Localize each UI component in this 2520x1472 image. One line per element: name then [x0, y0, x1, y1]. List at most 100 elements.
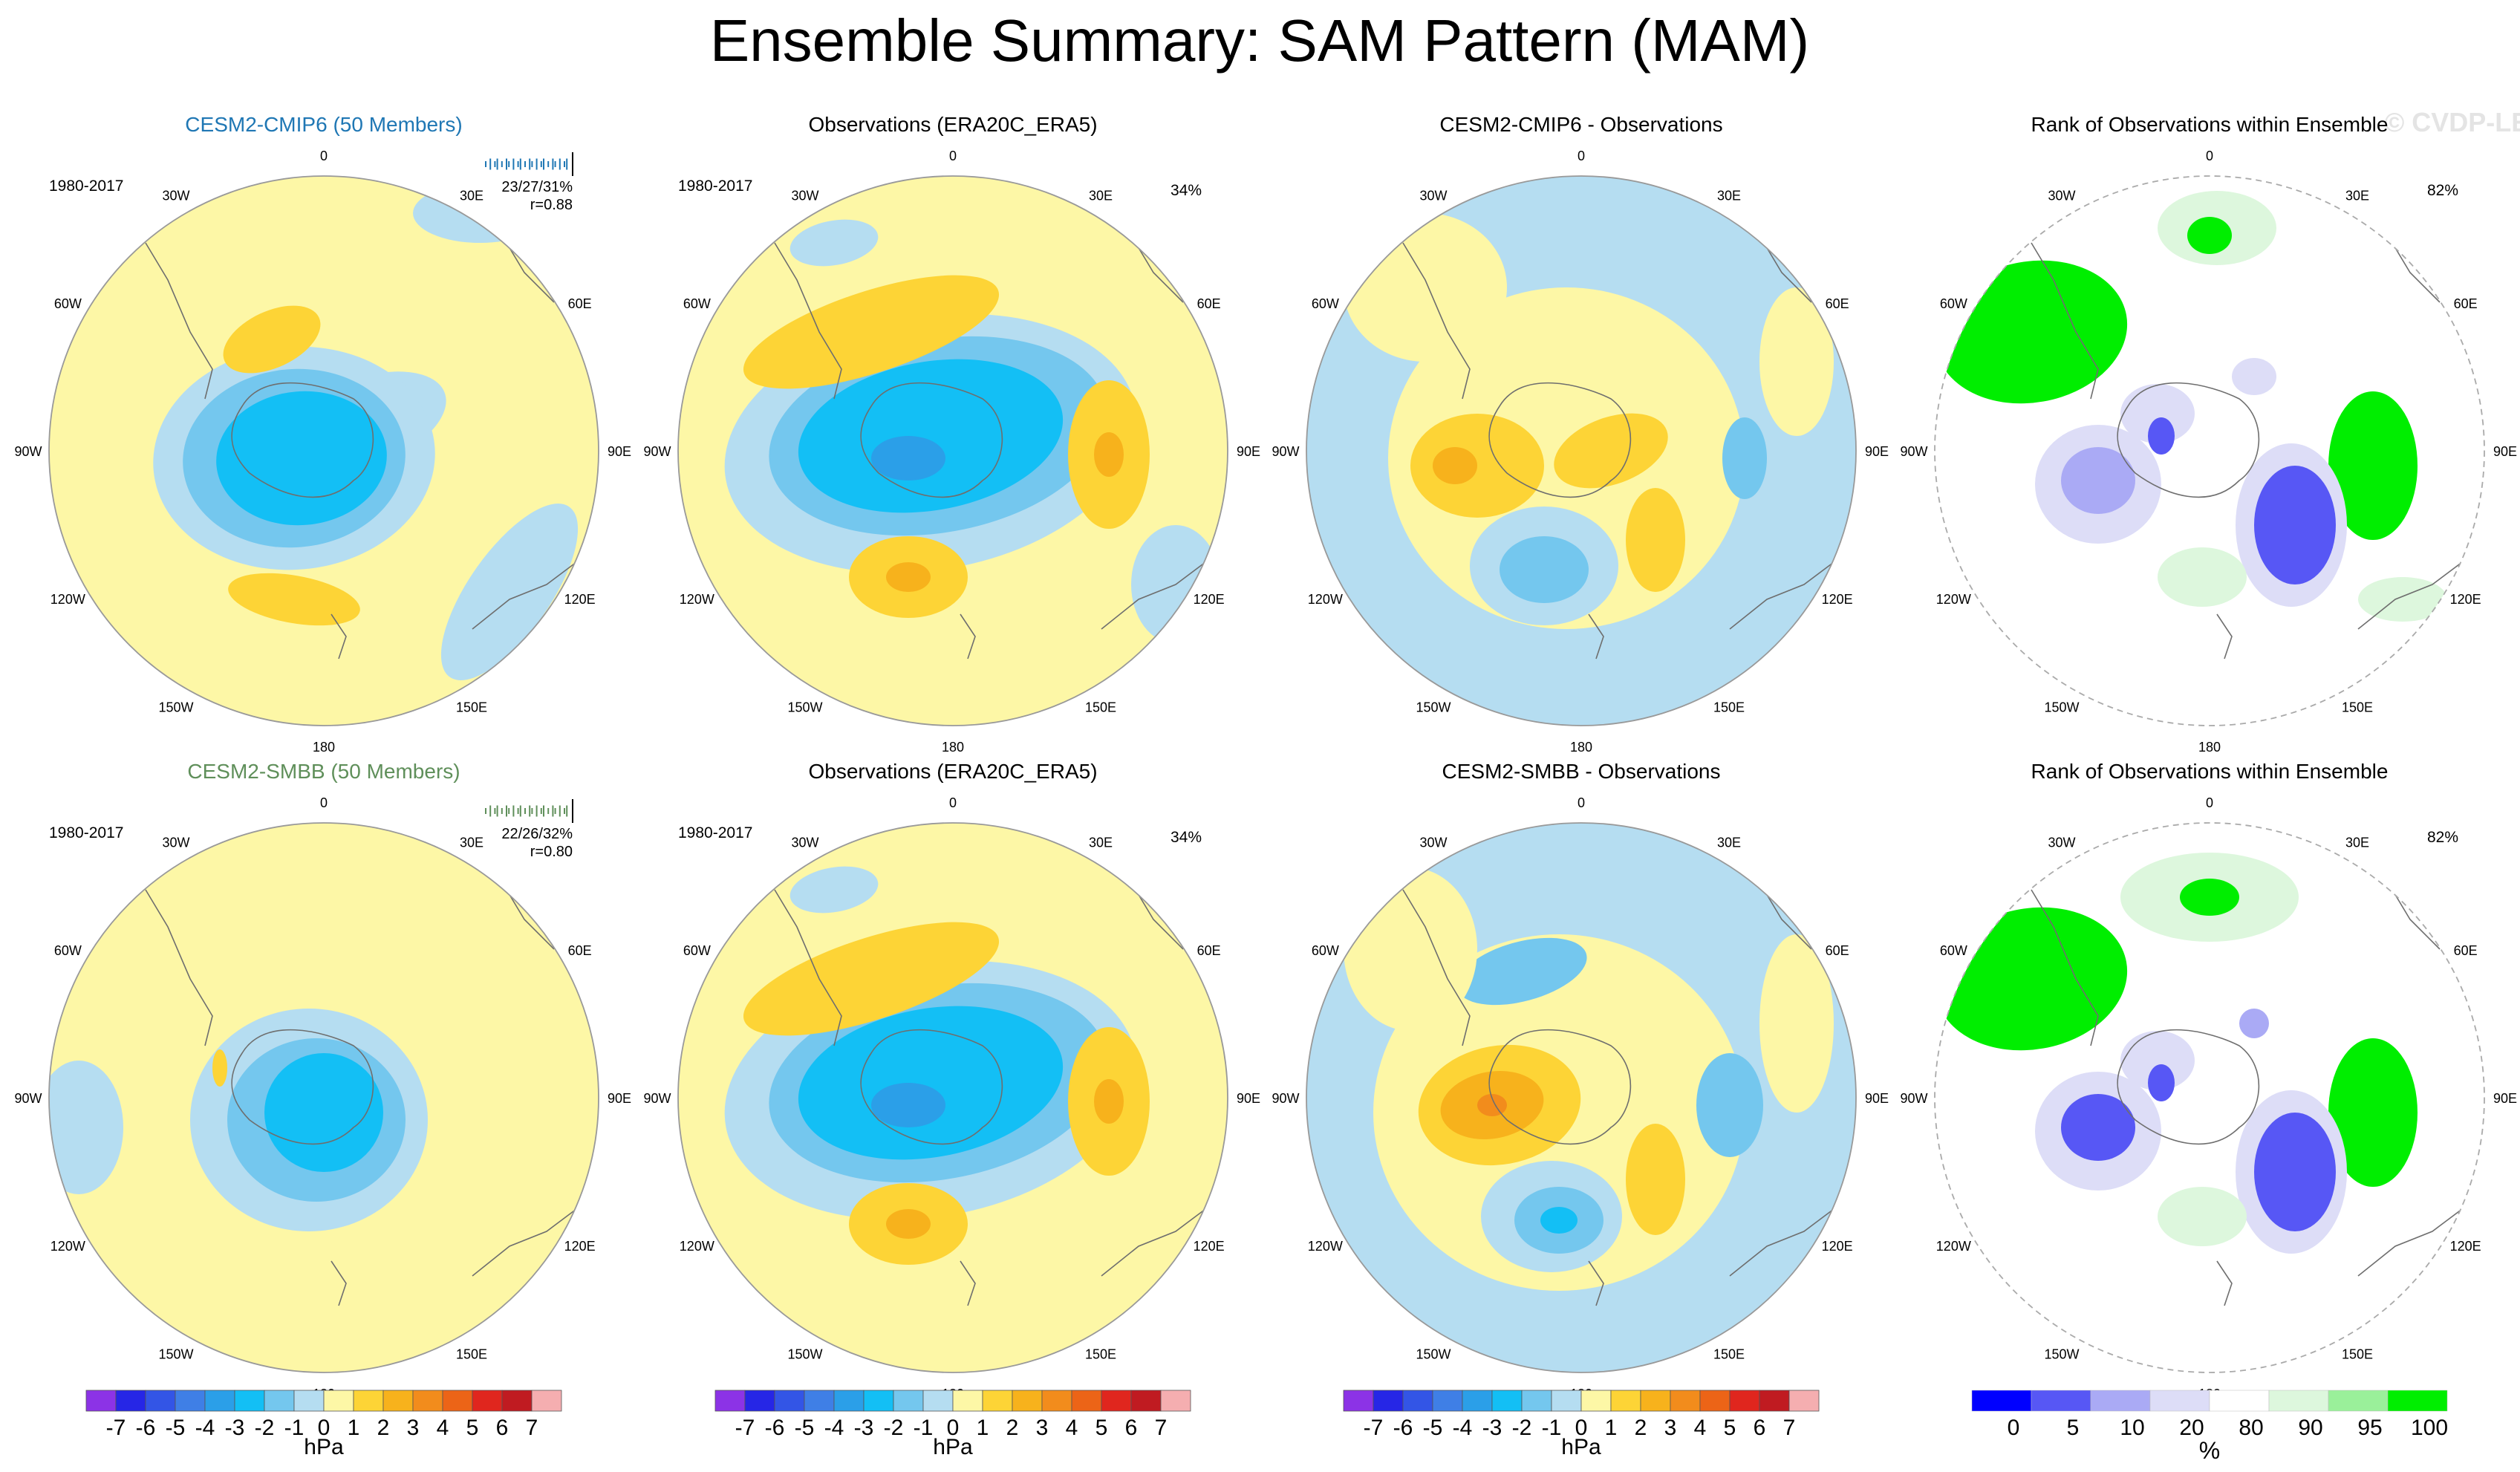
colorbar-swatch — [893, 1390, 924, 1412]
colorbar-tick-label: 0 — [318, 1416, 331, 1440]
contour-region — [1094, 1079, 1124, 1124]
colorbar-swatch — [2328, 1390, 2389, 1412]
antarctica-coastline — [1488, 382, 1632, 498]
longitude-label: 90E — [2493, 444, 2517, 459]
longitude-label: 60E — [568, 296, 592, 311]
colorbar-swatch — [1462, 1390, 1493, 1412]
longitude-label: 120E — [1194, 592, 1225, 607]
antarctica-coastline — [1488, 1029, 1632, 1145]
period-label: 1980-2017 — [678, 824, 752, 841]
australia-coastline — [472, 1208, 577, 1277]
colorbar-swatch — [714, 1390, 746, 1412]
longitude-label: 90W — [1272, 1091, 1299, 1106]
longitude-label: 0 — [320, 795, 328, 810]
percent-label: 82% — [2427, 829, 2458, 846]
longitude-label: 0 — [949, 149, 957, 163]
colorbar-tick-label: 2 — [377, 1416, 390, 1440]
longitude-label: 120W — [680, 1239, 714, 1254]
longitude-label: 120E — [1194, 1239, 1225, 1254]
colorbar-swatch — [2209, 1390, 2270, 1412]
contour-region — [2239, 1009, 2269, 1038]
colorbar-tick-label: 1 — [1605, 1416, 1618, 1440]
south-america-coastline — [145, 889, 213, 1046]
colorbar-tick-label: -1 — [914, 1416, 934, 1440]
longitude-label: 150W — [2044, 1347, 2079, 1362]
colorbar-swatch — [1759, 1390, 1790, 1412]
colorbar-tick-label: 7 — [526, 1416, 538, 1440]
longitude-label: 120E — [1822, 592, 1853, 607]
map-field — [1306, 176, 1856, 726]
colorbar-swatch — [1432, 1390, 1463, 1412]
colorbar-swatch — [2090, 1390, 2151, 1412]
contour-region — [49, 1061, 123, 1194]
colorbar-swatch — [2031, 1390, 2091, 1412]
colorbar-swatch — [531, 1390, 562, 1412]
colorbar-unit: % — [2199, 1437, 2220, 1464]
longitude-label: 30W — [1419, 835, 1447, 850]
longitude-label: 150E — [1085, 1347, 1116, 1362]
longitude-label: 120W — [1308, 592, 1343, 607]
colorbar-tick-label: 90 — [2298, 1416, 2322, 1440]
colorbar-swatch — [145, 1390, 176, 1412]
australia-coastline — [1101, 1208, 1206, 1277]
new-zealand-coastline — [331, 613, 347, 660]
longitude-label: 150E — [2342, 700, 2373, 715]
colorbar-swatch — [2149, 1390, 2210, 1412]
australia-coastline — [1101, 561, 1206, 630]
contour-region — [1696, 1053, 1763, 1157]
colorbar-tick-label: 6 — [496, 1416, 509, 1440]
panel-title: CESM2-SMBB - Observations — [1442, 760, 1721, 783]
longitude-label: 30E — [2345, 835, 2369, 850]
map-boundary — [1934, 175, 2485, 726]
colorbar-tick-label: -4 — [195, 1416, 215, 1440]
contour-region — [1554, 413, 1668, 489]
colorbar-tick-label: 2 — [1006, 1416, 1019, 1440]
australia-coastline — [472, 561, 577, 630]
antarctica-coastline — [231, 382, 374, 498]
colorbar-swatch — [1491, 1390, 1523, 1412]
colorbar-tick-label: 5 — [1724, 1416, 1736, 1440]
longitude-label: 30W — [791, 188, 818, 203]
colorbar-swatch — [744, 1390, 775, 1412]
colorbar-swatch — [952, 1390, 983, 1412]
hpa-colorbar: -7 -6 -5 -4 -3 -2 -1 0 1 2 3 4 5 6 7 hPa — [85, 1390, 562, 1459]
colorbar-swatch — [1971, 1390, 2032, 1412]
new-zealand-coastline — [1588, 1260, 1604, 1306]
contour-region — [2120, 384, 2195, 443]
colorbar-tick-label: 6 — [1754, 1416, 1766, 1440]
longitude-label: 180 — [942, 740, 964, 755]
contour-region — [216, 391, 387, 526]
map-field — [49, 823, 599, 1372]
colorbar-swatch — [833, 1390, 865, 1412]
new-zealand-coastline — [2216, 1260, 2233, 1306]
figure-title: Ensemble Summary: SAM Pattern (MAM) — [710, 7, 1809, 74]
contour-region — [2148, 1064, 2175, 1101]
longitude-label: 60E — [1197, 296, 1221, 311]
map-boundary — [1306, 175, 1857, 726]
period-label: 1980-2017 — [49, 178, 123, 195]
map-field — [1935, 176, 2484, 726]
contour-region — [886, 1209, 931, 1239]
contour-region — [789, 219, 879, 267]
australia-coastline — [1729, 1208, 1834, 1277]
longitude-label: 150W — [158, 700, 193, 715]
map-boundary — [1306, 822, 1857, 1373]
colorbar-tick-label: 4 — [1066, 1416, 1078, 1440]
colorbar-swatch — [1130, 1390, 1162, 1412]
colorbar-swatch — [1610, 1390, 1641, 1412]
colorbar-tick-label: -3 — [854, 1416, 874, 1440]
longitude-label: 60E — [1197, 943, 1221, 958]
contour-region — [2340, 1053, 2406, 1172]
panel-title: Observations (ERA20C_ERA5) — [808, 113, 1097, 136]
contour-region — [871, 1083, 945, 1127]
ensemble-stats: 22/26/32% — [501, 826, 573, 842]
colorbar-tick-label: -2 — [1512, 1416, 1532, 1440]
map-panel-diff-row2: 030E60E90E120E150E180150W120W90W60W30WCE… — [1272, 760, 1889, 1401]
map-panel-diff-row1: 0 30E 60E 90E 120E 150E 180 150W 120W 90W 60W 30W CE… — [1272, 113, 1889, 755]
longitude-label: 120W — [1308, 1239, 1343, 1254]
contour-region — [886, 562, 931, 592]
map-field — [1935, 823, 2484, 1372]
longitude-label: 90E — [1865, 444, 1889, 459]
longitude-label: 30W — [162, 835, 189, 850]
